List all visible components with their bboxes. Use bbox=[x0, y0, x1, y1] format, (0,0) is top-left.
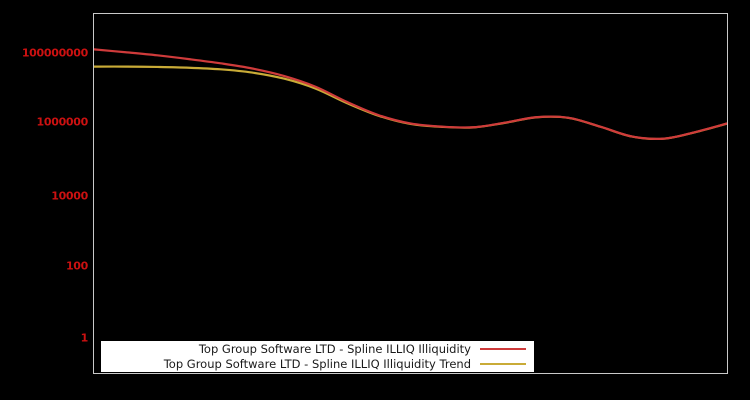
legend-swatch-illiquidity bbox=[480, 348, 526, 350]
legend-item-illiquidity-trend: Top Group Software LTD - Spline ILLIQ Il… bbox=[101, 357, 528, 372]
legend-label-illiquidity: Top Group Software LTD - Spline ILLIQ Il… bbox=[198, 341, 471, 356]
legend-label-illiquidity-trend: Top Group Software LTD - Spline ILLIQ Il… bbox=[163, 356, 471, 371]
y-axis-tick-labels: 100000000 1000000 10000 100 1 bbox=[0, 0, 89, 400]
series-canvas bbox=[94, 48, 727, 141]
y-tick-label-1000000: 1000000 bbox=[36, 115, 89, 129]
legend: Top Group Software LTD - Spline ILLIQ Il… bbox=[100, 340, 535, 373]
y-tick-label-10000: 10000 bbox=[51, 189, 88, 203]
y-tick-label-100000000: 100000000 bbox=[21, 46, 88, 60]
y-tick-label-1: 1 bbox=[80, 331, 89, 345]
line-illiquidity-trend bbox=[94, 65, 727, 141]
line-illiquidity bbox=[94, 48, 727, 140]
plot-area bbox=[93, 13, 728, 374]
y-tick-label-100: 100 bbox=[65, 259, 88, 273]
legend-item-illiquidity: Top Group Software LTD - Spline ILLIQ Il… bbox=[101, 342, 528, 357]
legend-swatch-illiquidity-trend bbox=[480, 363, 526, 365]
